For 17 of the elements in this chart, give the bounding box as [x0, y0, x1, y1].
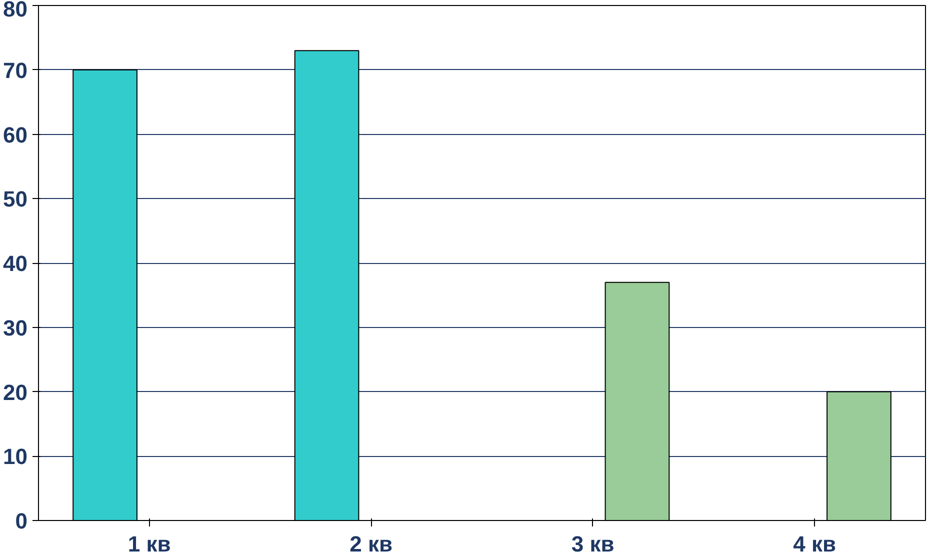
- y-tick-label: 60: [3, 122, 28, 148]
- bar: [604, 282, 670, 520]
- x-tick-label: 1 кв: [128, 532, 171, 556]
- y-tick-label: 50: [3, 186, 28, 212]
- bar: [826, 391, 892, 520]
- y-tick-label: 40: [3, 251, 28, 276]
- y-tick-label: 80: [3, 0, 28, 22]
- y-tick-label: 0: [15, 508, 28, 534]
- bar: [72, 69, 138, 520]
- y-tick-label: 10: [3, 444, 28, 470]
- x-tick-label: 3 кв: [571, 532, 614, 556]
- bar: [294, 50, 360, 520]
- x-tick-label: 4 кв: [793, 532, 836, 556]
- x-tick-label: 2 кв: [350, 532, 393, 556]
- y-tick-label: 70: [3, 58, 28, 83]
- y-tick-label: 30: [3, 315, 28, 340]
- y-tick-label: 20: [3, 380, 28, 405]
